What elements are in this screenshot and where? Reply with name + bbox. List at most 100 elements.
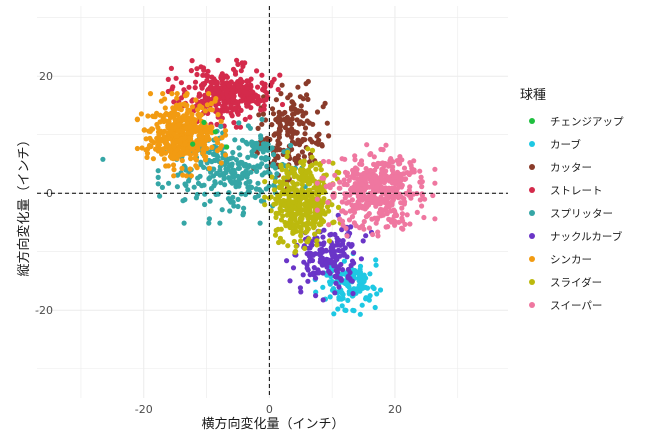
data-point (221, 99, 227, 105)
y-tick-label: 0 (46, 187, 53, 200)
data-point (227, 177, 233, 183)
data-point (209, 74, 215, 80)
data-point (248, 88, 255, 94)
data-point (314, 238, 320, 244)
data-point (346, 291, 352, 297)
data-point (231, 120, 237, 126)
data-point (205, 86, 211, 92)
data-point (319, 175, 325, 181)
data-point (276, 239, 282, 246)
data-point (181, 220, 187, 226)
data-point (284, 170, 290, 176)
data-point (206, 165, 213, 171)
data-point (233, 124, 239, 130)
data-point (389, 167, 395, 173)
data-point (333, 280, 339, 286)
data-point (337, 185, 343, 191)
data-point (236, 145, 242, 151)
data-point (239, 60, 245, 66)
series-4 (100, 114, 308, 226)
data-point (159, 184, 165, 190)
data-point (383, 224, 389, 230)
data-point (171, 99, 177, 105)
data-point (208, 101, 214, 107)
data-point (320, 104, 326, 110)
data-point (222, 182, 228, 188)
data-point (221, 173, 227, 179)
data-point (159, 151, 165, 157)
data-point (345, 297, 351, 303)
data-point (261, 102, 267, 109)
data-point (330, 253, 336, 260)
data-point (270, 151, 277, 158)
data-point (432, 216, 438, 222)
data-point (174, 91, 180, 97)
data-point (290, 222, 296, 228)
legend-label: カーブ (550, 138, 581, 151)
reference-lines (37, 6, 508, 398)
data-point (259, 161, 265, 167)
data-point (304, 238, 310, 245)
data-point (247, 114, 253, 120)
data-point (404, 170, 410, 176)
data-point (206, 91, 212, 97)
data-point (297, 218, 303, 224)
x-tick-label: 0 (266, 403, 273, 416)
data-point (219, 81, 226, 87)
data-point (326, 159, 332, 165)
data-point (195, 145, 201, 151)
data-point (340, 222, 346, 228)
data-point (272, 232, 279, 238)
data-point (202, 108, 208, 114)
data-point (274, 171, 280, 177)
data-point (239, 98, 245, 104)
data-point (291, 192, 297, 198)
data-point (269, 174, 275, 180)
data-point (208, 185, 215, 192)
data-point (173, 75, 179, 81)
data-point (319, 203, 325, 209)
data-point (208, 169, 214, 175)
data-point (350, 290, 356, 297)
data-point (235, 101, 241, 107)
data-point (153, 146, 159, 152)
data-point (273, 97, 279, 103)
legend-label: ナックルカーブ (550, 230, 623, 243)
data-point (210, 151, 216, 157)
data-point (384, 194, 390, 200)
data-point (276, 134, 282, 140)
data-point (144, 154, 150, 160)
data-point (291, 238, 297, 245)
data-point (391, 193, 397, 199)
data-point (165, 163, 171, 169)
data-point (157, 193, 163, 199)
data-point (359, 272, 365, 278)
data-point (179, 128, 185, 134)
data-point (309, 154, 315, 160)
data-point (193, 152, 199, 158)
data-point (418, 174, 424, 180)
data-point (245, 123, 251, 129)
data-point (189, 111, 195, 117)
data-point (150, 113, 157, 120)
data-point (320, 297, 326, 303)
data-point (346, 217, 353, 223)
data-point (224, 74, 230, 80)
data-point (300, 175, 306, 181)
data-point (273, 196, 279, 202)
data-point (363, 166, 369, 172)
data-point (326, 268, 332, 274)
legend-key (529, 118, 535, 124)
data-point (217, 220, 223, 226)
data-point (257, 220, 263, 226)
data-point (374, 184, 380, 190)
data-point (304, 118, 310, 124)
data-point (302, 201, 308, 207)
data-point (279, 190, 285, 196)
data-point (351, 250, 357, 256)
legend-item: スライダー (529, 276, 602, 289)
data-point (278, 91, 284, 97)
data-point (277, 141, 283, 147)
data-point (184, 120, 190, 126)
data-point (305, 96, 311, 102)
